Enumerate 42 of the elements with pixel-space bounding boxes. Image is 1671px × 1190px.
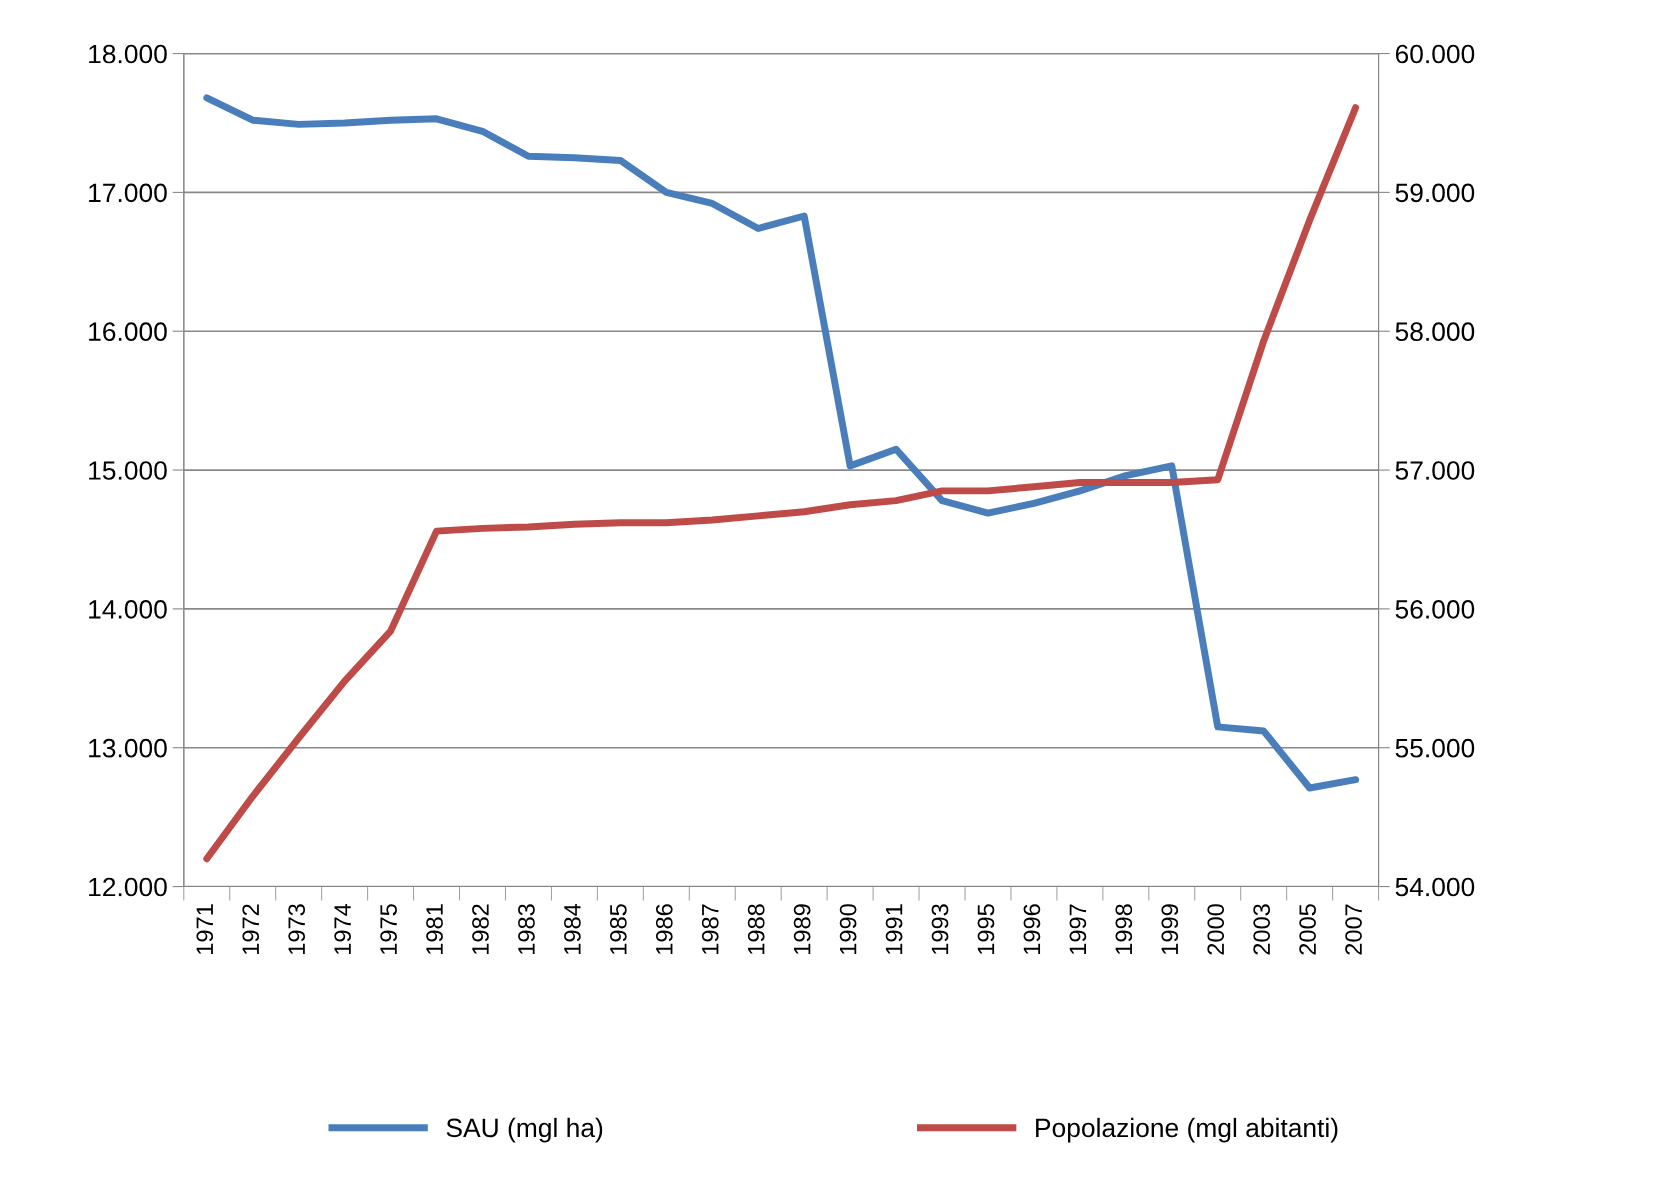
x-tick-label: 1987 xyxy=(701,904,719,954)
y2-tick-label: 57.000 xyxy=(1395,461,1475,480)
x-tick-label: 1988 xyxy=(747,904,765,954)
x-tick-label: 1973 xyxy=(288,904,306,954)
x-tick-label: 1972 xyxy=(242,904,260,954)
x-tick-label: 2000 xyxy=(1207,904,1225,955)
y-tick-label: 15.000 xyxy=(89,461,167,480)
x-tick-label: 1997 xyxy=(1069,904,1087,954)
x-tick-label: 2003 xyxy=(1253,904,1271,955)
x-tick-label: 1975 xyxy=(380,904,397,954)
y-tick-label: 12.000 xyxy=(89,877,167,897)
y-tick-label: 14.000 xyxy=(89,600,167,619)
y2-tick-label: 55.000 xyxy=(1395,738,1475,758)
y2-tick-label: 60.000 xyxy=(1395,44,1475,64)
x-tick-label: 1981 xyxy=(426,904,443,954)
x-tick-label: 1983 xyxy=(518,904,535,954)
y2-tick-label: 59.000 xyxy=(1395,183,1475,203)
x-tick-label: 1985 xyxy=(609,904,627,954)
x-tick-label: 1989 xyxy=(793,904,811,954)
x-tick-label: 1982 xyxy=(472,904,489,954)
x-tick-label: 1971 xyxy=(196,904,214,954)
y-tick-label: 16.000 xyxy=(89,322,167,342)
y2-tick-label: 54.000 xyxy=(1395,877,1475,897)
y2-tick-label: 56.000 xyxy=(1395,600,1475,619)
x-tick-label: 2005 xyxy=(1299,904,1316,955)
x-tick-label: 2007 xyxy=(1345,904,1362,955)
y-tick-label: 13.000 xyxy=(89,738,167,758)
x-tick-label: 1984 xyxy=(564,903,581,954)
x-tick-label: 1991 xyxy=(885,904,903,954)
x-tick-label: 1999 xyxy=(1161,904,1179,954)
x-tick-label: 1986 xyxy=(655,904,673,954)
y-tick-label: 17.000 xyxy=(89,183,167,203)
x-tick-label: 1990 xyxy=(839,904,857,954)
x-tick-label: 1996 xyxy=(1023,904,1041,954)
x-tick-label: 1995 xyxy=(977,904,995,954)
x-tick-label: 1998 xyxy=(1115,904,1133,954)
x-tick-label: 1993 xyxy=(931,904,949,954)
x-tick-label: 1974 xyxy=(334,903,351,954)
y2-tick-label: 58.000 xyxy=(1395,322,1475,342)
y-tick-label: 18.000 xyxy=(89,44,167,64)
legend-label: Popolazione (mgl abitanti) xyxy=(1036,1117,1338,1143)
legend-label: SAU (mgl ha) xyxy=(446,1117,603,1143)
